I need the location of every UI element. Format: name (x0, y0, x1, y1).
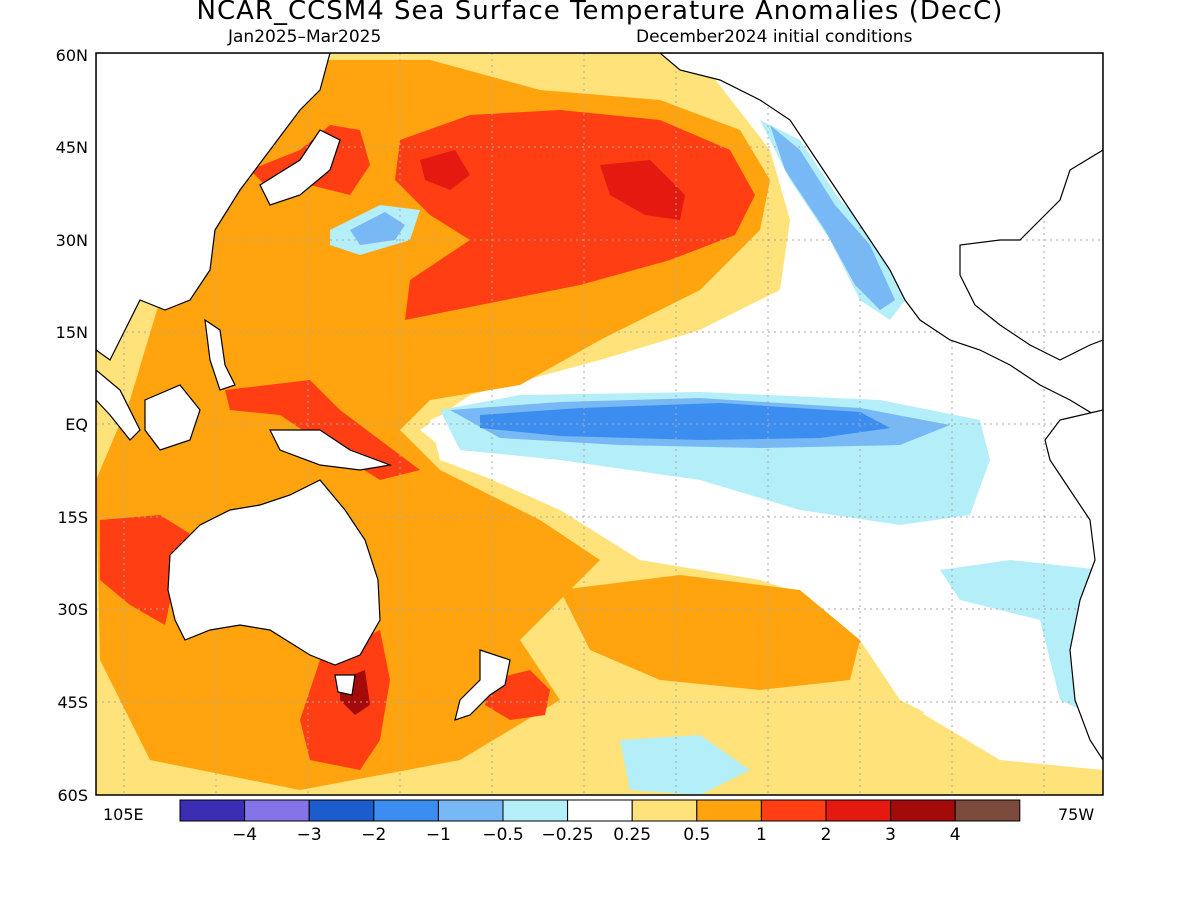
colorbar-swatch (308, 799, 375, 822)
land-asia (96, 53, 331, 361)
lat-label: 45S (57, 693, 88, 712)
colorbar-swatch (760, 799, 827, 822)
forecast-period: Jan2025–Mar2025 (228, 27, 382, 47)
colorbar-swatch (890, 799, 956, 822)
colorbar-swatch (696, 799, 762, 822)
anomaly-blue-california (770, 125, 895, 310)
anomaly-darkred-north-pacific-1 (600, 160, 685, 220)
land-borneo (144, 384, 201, 451)
anomaly-red-north-pacific (395, 110, 755, 320)
map-frame (95, 52, 1104, 796)
colorbar-tick-label: −1 (426, 825, 451, 845)
latitude-labels: 60N 45N 30N 15N EQ 15S 30S 45S 60S (56, 46, 88, 805)
colorbar-swatch (954, 799, 1021, 822)
land-new-guinea (269, 429, 393, 471)
anomaly-red-west-australia (100, 515, 200, 625)
anomaly-blue-kuroshio (350, 212, 405, 245)
land-north-america (659, 53, 1103, 421)
land-tasmania (334, 674, 356, 696)
lon-label-right: 75W (1058, 805, 1094, 824)
land-japan (259, 129, 341, 206)
anomaly-darkred-north-pacific-2 (420, 150, 470, 190)
initial-conditions: December2024 initial conditions (636, 27, 913, 47)
anomaly-red-maritime (225, 380, 420, 480)
colorbar-tick-label: 2 (821, 825, 832, 845)
colorbar-tick-label: 0.5 (683, 825, 710, 845)
lat-label: 30S (57, 600, 88, 619)
lat-label: EQ (65, 415, 88, 434)
land-new-zealand (454, 649, 511, 721)
colorbar-tick-label: −3 (297, 825, 322, 845)
lat-label: 30N (56, 231, 88, 250)
land-south-america (1044, 409, 1103, 762)
colorbar-swatch (631, 799, 698, 822)
lat-label: 45N (56, 138, 88, 157)
colorbar-swatch (244, 799, 310, 822)
land-australia (167, 479, 381, 666)
lat-label: 60N (56, 46, 88, 65)
lat-label: 60S (57, 786, 88, 805)
colorbar-tick-label: −0.25 (542, 825, 594, 845)
colorbar-swatch (502, 799, 569, 822)
anomaly-orange-south-central (560, 575, 860, 690)
map-title: NCAR_CCSM4 Sea Surface Temperature Anoma… (196, 0, 1004, 26)
colorbar: −4 −3 −2 −1 −0.5 −0.25 0.25 0.5 1 2 3 4 (179, 799, 1021, 845)
land-sumatra (96, 369, 141, 441)
colorbar-tick-label: −4 (232, 825, 257, 845)
colorbar-swatch (373, 799, 439, 822)
colorbar-swatch (179, 799, 246, 822)
land-philippines (204, 318, 236, 391)
anomaly-darkblue-equatorial (480, 403, 890, 440)
colorbar-tick-label: 4 (950, 825, 961, 845)
colorbar-tick-label: −0.5 (482, 825, 523, 845)
colorbar-tick-label: 3 (885, 825, 896, 845)
colorbar-tick-label: 0.25 (613, 825, 651, 845)
anomaly-lightblue-southern (620, 735, 750, 795)
colorbar-tick-label: 1 (756, 825, 767, 845)
colorbar-swatch (437, 799, 504, 822)
lat-label: 15S (57, 508, 88, 527)
coastlines (96, 53, 1103, 762)
lon-label-left: 105E (103, 805, 144, 824)
colorbar-swatch (825, 799, 892, 822)
colorbar-swatch (567, 799, 633, 822)
lat-label: 15N (56, 323, 88, 342)
colorbar-tick-label: −2 (361, 825, 386, 845)
anomaly-lightblue-peru (940, 560, 1103, 720)
